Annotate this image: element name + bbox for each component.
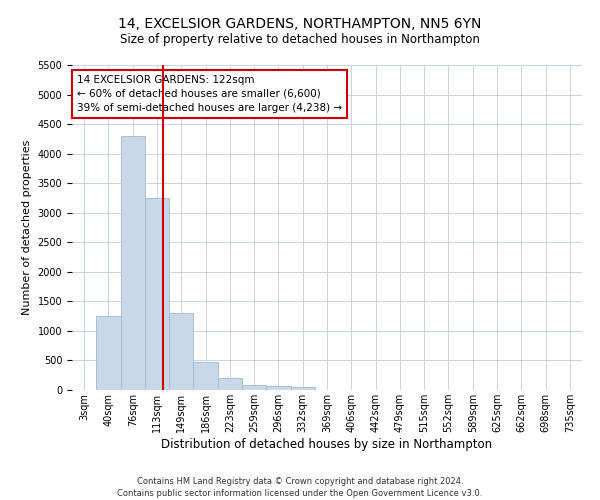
X-axis label: Distribution of detached houses by size in Northampton: Distribution of detached houses by size …: [161, 438, 493, 451]
Bar: [242, 384, 266, 390]
Bar: [169, 313, 193, 390]
Text: 14, EXCELSIOR GARDENS, NORTHAMPTON, NN5 6YN: 14, EXCELSIOR GARDENS, NORTHAMPTON, NN5 …: [118, 18, 482, 32]
Bar: [266, 386, 290, 390]
Bar: [96, 316, 121, 390]
Text: Contains HM Land Registry data © Crown copyright and database right 2024.
Contai: Contains HM Land Registry data © Crown c…: [118, 476, 482, 498]
Bar: [218, 378, 242, 390]
Y-axis label: Number of detached properties: Number of detached properties: [22, 140, 32, 315]
Bar: [145, 198, 169, 390]
Text: 14 EXCELSIOR GARDENS: 122sqm
← 60% of detached houses are smaller (6,600)
39% of: 14 EXCELSIOR GARDENS: 122sqm ← 60% of de…: [77, 74, 342, 113]
Text: Size of property relative to detached houses in Northampton: Size of property relative to detached ho…: [120, 32, 480, 46]
Bar: [121, 136, 145, 390]
Bar: [193, 362, 218, 390]
Bar: [290, 387, 315, 390]
